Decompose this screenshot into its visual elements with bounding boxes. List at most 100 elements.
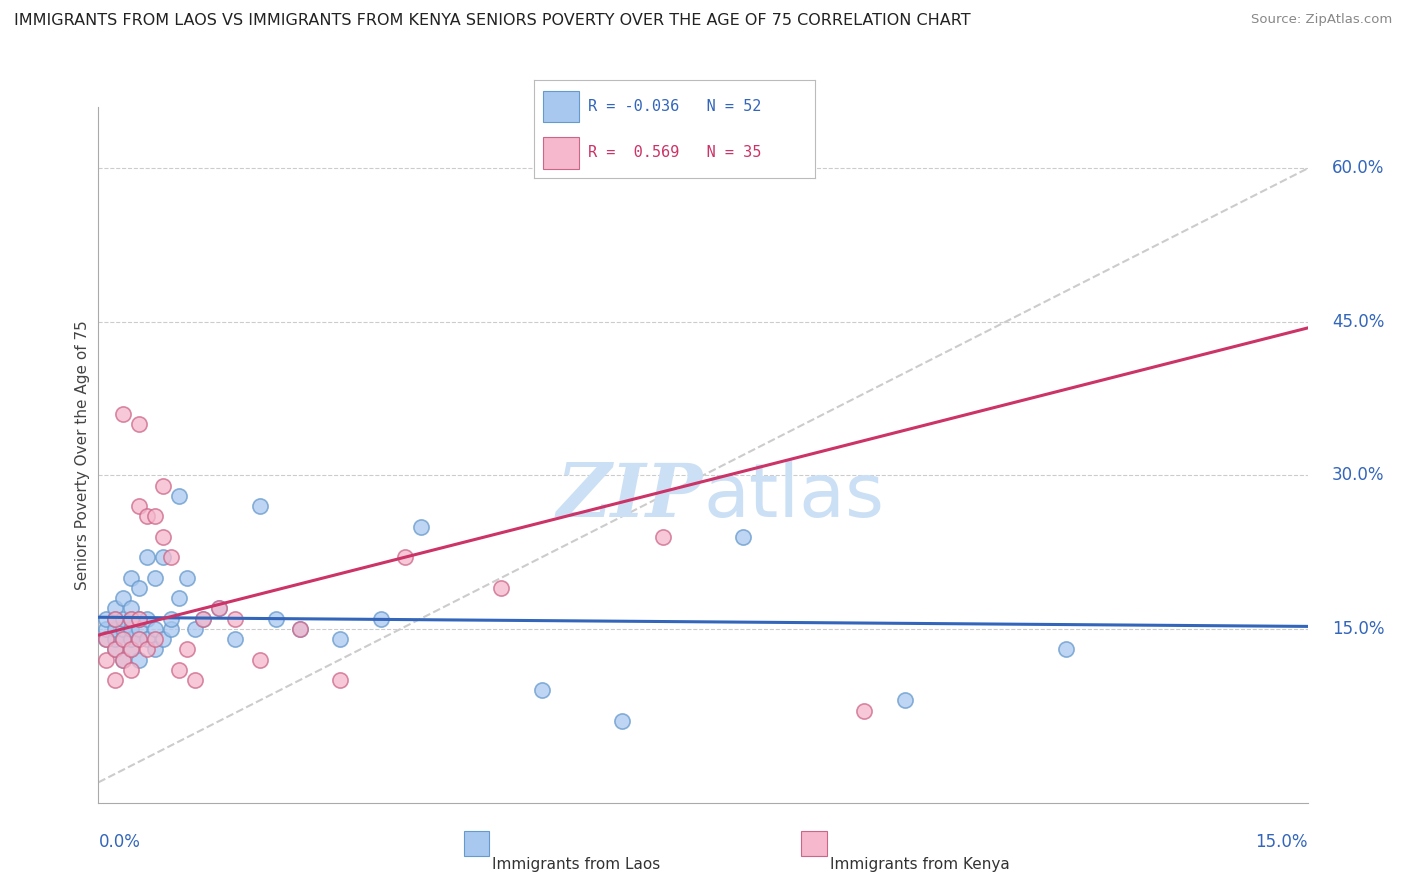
Point bbox=[128, 622, 150, 636]
Point bbox=[167, 591, 190, 606]
Point bbox=[491, 581, 513, 595]
Point bbox=[409, 519, 432, 533]
Point bbox=[103, 642, 125, 657]
Point bbox=[143, 632, 166, 646]
Point bbox=[160, 550, 183, 565]
Point bbox=[103, 612, 125, 626]
Point bbox=[152, 550, 174, 565]
Point bbox=[1054, 642, 1077, 657]
Point bbox=[96, 652, 118, 666]
Point bbox=[853, 704, 876, 718]
Point bbox=[249, 499, 271, 513]
Point bbox=[208, 601, 231, 615]
Text: atlas: atlas bbox=[703, 460, 884, 533]
Point bbox=[128, 499, 150, 513]
Point bbox=[120, 622, 142, 636]
Point bbox=[152, 632, 174, 646]
Point bbox=[120, 632, 142, 646]
Point bbox=[193, 612, 215, 626]
Point bbox=[152, 530, 174, 544]
Point bbox=[96, 632, 118, 646]
Point bbox=[176, 642, 198, 657]
Point bbox=[143, 571, 166, 585]
Text: R =  0.569   N = 35: R = 0.569 N = 35 bbox=[588, 145, 761, 161]
Point bbox=[111, 407, 134, 421]
Point bbox=[135, 642, 157, 657]
Point bbox=[288, 622, 311, 636]
Point bbox=[120, 642, 142, 657]
Point bbox=[111, 591, 134, 606]
Point bbox=[394, 550, 416, 565]
Point bbox=[111, 612, 134, 626]
Point bbox=[143, 622, 166, 636]
Y-axis label: Seniors Poverty Over the Age of 75: Seniors Poverty Over the Age of 75 bbox=[75, 320, 90, 590]
Bar bbox=[543, 137, 579, 169]
Point bbox=[733, 530, 755, 544]
Text: 45.0%: 45.0% bbox=[1331, 313, 1384, 331]
Point bbox=[128, 632, 150, 646]
Point bbox=[111, 632, 134, 646]
Point bbox=[249, 652, 271, 666]
Bar bbox=[543, 91, 579, 122]
Text: 60.0%: 60.0% bbox=[1331, 160, 1384, 178]
Point bbox=[103, 622, 125, 636]
Point bbox=[103, 601, 125, 615]
Text: Immigrants from Laos: Immigrants from Laos bbox=[492, 857, 661, 872]
Point bbox=[103, 632, 125, 646]
Text: Source: ZipAtlas.com: Source: ZipAtlas.com bbox=[1251, 13, 1392, 27]
Text: 0.0%: 0.0% bbox=[98, 833, 141, 852]
Point bbox=[111, 652, 134, 666]
Point bbox=[184, 622, 207, 636]
Point bbox=[167, 489, 190, 503]
Point bbox=[103, 673, 125, 687]
Text: IMMIGRANTS FROM LAOS VS IMMIGRANTS FROM KENYA SENIORS POVERTY OVER THE AGE OF 75: IMMIGRANTS FROM LAOS VS IMMIGRANTS FROM … bbox=[14, 13, 970, 29]
Point bbox=[96, 622, 118, 636]
Text: Immigrants from Kenya: Immigrants from Kenya bbox=[830, 857, 1010, 872]
Point bbox=[530, 683, 553, 698]
Point bbox=[128, 652, 150, 666]
Point bbox=[128, 632, 150, 646]
Point bbox=[167, 663, 190, 677]
Text: 15.0%: 15.0% bbox=[1256, 833, 1308, 852]
Point bbox=[96, 612, 118, 626]
Point bbox=[135, 550, 157, 565]
Point bbox=[329, 673, 352, 687]
Point bbox=[651, 530, 673, 544]
Point bbox=[128, 612, 150, 626]
Point bbox=[120, 642, 142, 657]
Point bbox=[143, 642, 166, 657]
Point bbox=[120, 571, 142, 585]
Point bbox=[288, 622, 311, 636]
Point bbox=[208, 601, 231, 615]
Text: 15.0%: 15.0% bbox=[1331, 620, 1385, 638]
Point bbox=[184, 673, 207, 687]
Point bbox=[128, 581, 150, 595]
Point bbox=[103, 612, 125, 626]
Point bbox=[120, 601, 142, 615]
Point bbox=[224, 612, 246, 626]
Point bbox=[120, 612, 142, 626]
Point bbox=[264, 612, 287, 626]
Point bbox=[135, 632, 157, 646]
Point bbox=[128, 612, 150, 626]
Point bbox=[370, 612, 392, 626]
Point bbox=[111, 652, 134, 666]
Point bbox=[135, 612, 157, 626]
Point bbox=[120, 663, 142, 677]
Text: R = -0.036   N = 52: R = -0.036 N = 52 bbox=[588, 99, 761, 114]
Point bbox=[111, 622, 134, 636]
Point bbox=[612, 714, 634, 728]
Point bbox=[193, 612, 215, 626]
Point bbox=[120, 612, 142, 626]
Point bbox=[329, 632, 352, 646]
Point bbox=[111, 632, 134, 646]
Point bbox=[96, 632, 118, 646]
Point bbox=[160, 612, 183, 626]
Point bbox=[128, 417, 150, 432]
Point bbox=[103, 642, 125, 657]
Point bbox=[135, 509, 157, 524]
Point bbox=[224, 632, 246, 646]
Point bbox=[160, 622, 183, 636]
Text: 30.0%: 30.0% bbox=[1331, 467, 1385, 484]
Text: ZIP: ZIP bbox=[557, 460, 703, 533]
